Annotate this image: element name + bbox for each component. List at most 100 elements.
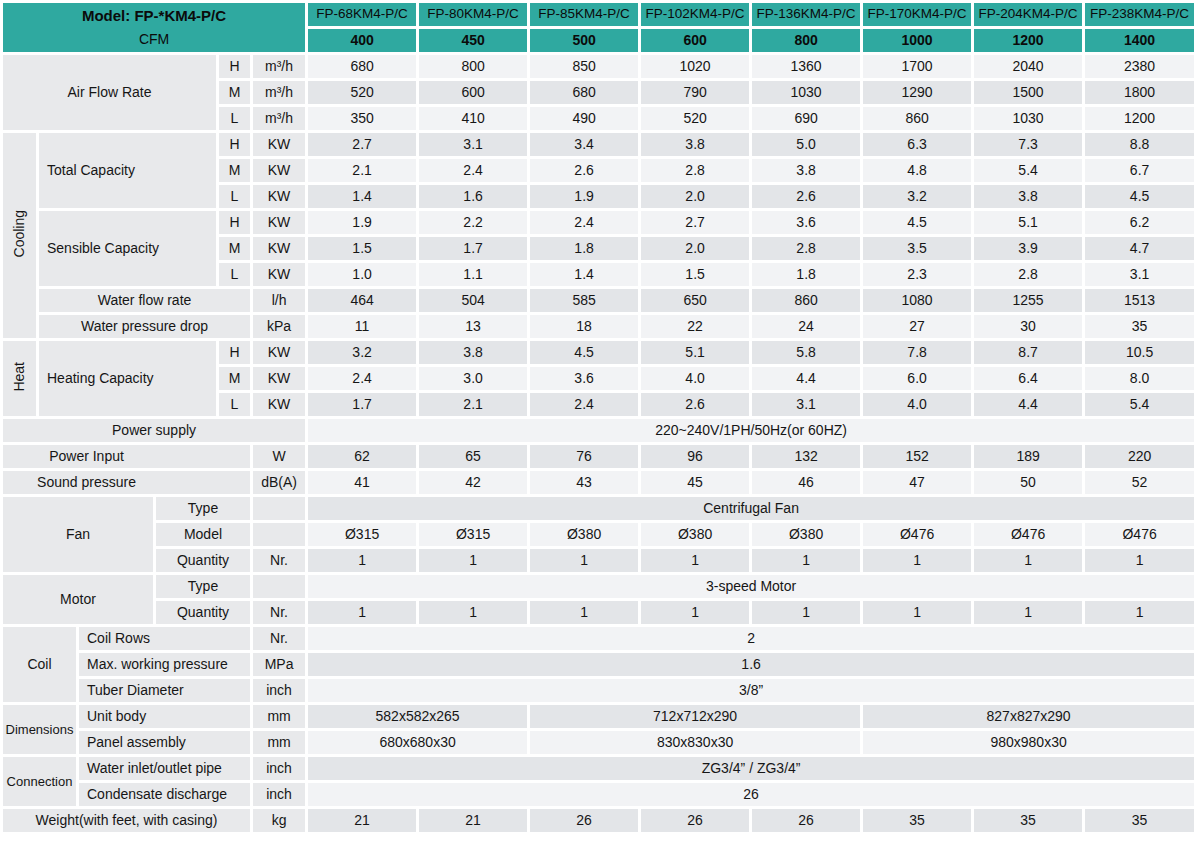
row-fan-model: Model Ø315 Ø315 Ø380 Ø380 Ø380 Ø476 Ø476… xyxy=(2,522,1196,548)
data-cell: 1.0 xyxy=(307,262,418,288)
data-cell: 4.7 xyxy=(1084,236,1196,262)
unit-cell: KW xyxy=(252,158,307,184)
data-cell: 5.4 xyxy=(973,158,1084,184)
data-cell: 850 xyxy=(529,54,640,80)
data-cell: 1500 xyxy=(973,80,1084,106)
row-label-unit-body: Unit body xyxy=(78,704,252,730)
data-cell: 1 xyxy=(1084,600,1196,626)
data-cell: 4.4 xyxy=(973,392,1084,418)
data-cell: Ø380 xyxy=(640,522,751,548)
data-cell: 2.8 xyxy=(973,262,1084,288)
data-cell: 2.7 xyxy=(307,132,418,158)
data-cell: 22 xyxy=(640,314,751,340)
row-fan-quantity: Quantity Nr. 1 1 1 1 1 1 1 1 xyxy=(2,548,1196,574)
data-cell: 1 xyxy=(307,548,418,574)
data-cell: 10.5 xyxy=(1084,340,1196,366)
data-cell: 1360 xyxy=(751,54,862,80)
data-cell: 4.8 xyxy=(862,158,973,184)
data-cell: 1030 xyxy=(973,106,1084,132)
data-cell: Ø476 xyxy=(973,522,1084,548)
unit-cell: KW xyxy=(252,366,307,392)
data-cell: 35 xyxy=(1084,808,1196,834)
data-cell: 2.4 xyxy=(529,210,640,236)
group-value-unit-body: 582x582x265 xyxy=(307,704,529,730)
data-cell: 3.9 xyxy=(973,236,1084,262)
row-unit-body: Dimensions Unit body mm 582x582x265 712x… xyxy=(2,704,1196,730)
data-cell: 1255 xyxy=(973,288,1084,314)
data-cell: 52 xyxy=(1084,470,1196,496)
unit-cell: inch xyxy=(252,782,307,808)
unit-cell: W xyxy=(252,444,307,470)
cfm-cell: 400 xyxy=(307,28,418,54)
row-label-fan-type: Type xyxy=(155,496,252,522)
data-cell: 4.5 xyxy=(529,340,640,366)
data-cell: 4.0 xyxy=(640,366,751,392)
data-cell: 4.4 xyxy=(751,366,862,392)
data-cell: 35 xyxy=(862,808,973,834)
data-cell: 96 xyxy=(640,444,751,470)
row-motor-quantity: Quantity Nr. 1 1 1 1 1 1 1 1 xyxy=(2,600,1196,626)
row-label-tuber-diameter: Tuber Diameter xyxy=(78,678,252,704)
row-label-water-pressure-drop: Water pressure drop xyxy=(38,314,252,340)
data-cell: 3.6 xyxy=(751,210,862,236)
data-cell: 2.4 xyxy=(529,392,640,418)
unit-cell: l/h xyxy=(252,288,307,314)
speed-label: M xyxy=(218,80,252,106)
row-water-flow: Water flow rate l/h 464 504 585 650 860 … xyxy=(2,288,1196,314)
data-cell: 6.7 xyxy=(1084,158,1196,184)
row-label-water-inlet-outlet: Water inlet/outlet pipe xyxy=(78,756,252,782)
section-label-coil: Coil xyxy=(2,626,78,704)
data-cell: 21 xyxy=(307,808,418,834)
data-cell: 520 xyxy=(307,80,418,106)
data-cell: 46 xyxy=(751,470,862,496)
row-label-total-capacity: Total Capacity xyxy=(38,132,218,210)
row-label-weight: Weight(with feet, with casing) xyxy=(2,808,252,834)
data-cell: 1.4 xyxy=(307,184,418,210)
data-cell: 3.8 xyxy=(640,132,751,158)
data-cell: Ø476 xyxy=(1084,522,1196,548)
model-header-cell: FP-238KM4-P/C xyxy=(1084,2,1196,28)
data-cell: 2.6 xyxy=(529,158,640,184)
data-cell: 800 xyxy=(418,54,529,80)
data-cell: 3.8 xyxy=(751,158,862,184)
data-cell: 3.1 xyxy=(751,392,862,418)
row-label-sound-pressure: Sound pressure xyxy=(2,470,252,496)
data-cell: 410 xyxy=(418,106,529,132)
row-total-capacity-h: Cooling Total Capacity H KW 2.7 3.1 3.4 … xyxy=(2,132,1196,158)
data-cell: 13 xyxy=(418,314,529,340)
unit-cell: KW xyxy=(252,262,307,288)
data-cell: 504 xyxy=(418,288,529,314)
unit-cell: inch xyxy=(252,678,307,704)
group-value-panel-assembly: 680x680x30 xyxy=(307,730,529,756)
data-cell: 5.8 xyxy=(751,340,862,366)
unit-cell: dB(A) xyxy=(252,470,307,496)
model-title: Model: FP-*KM4-P/C xyxy=(3,4,305,28)
data-cell: 35 xyxy=(973,808,1084,834)
speed-label: L xyxy=(218,184,252,210)
row-sound-pressure: Sound pressure dB(A) 41 42 43 45 46 47 5… xyxy=(2,470,1196,496)
model-title-cell: Model: FP-*KM4-P/C CFM xyxy=(2,2,307,54)
data-cell: 1 xyxy=(307,600,418,626)
row-sensible-capacity-h: Sensible Capacity H KW 1.9 2.2 2.4 2.7 3… xyxy=(2,210,1196,236)
unit-cell-empty xyxy=(252,522,307,548)
row-label-max-working-pressure: Max. working pressure xyxy=(78,652,252,678)
section-label-motor: Motor xyxy=(2,574,155,626)
data-cell: 41 xyxy=(307,470,418,496)
data-cell: Ø476 xyxy=(862,522,973,548)
heat-label-text: Heat xyxy=(12,362,27,392)
row-coil-rows: Coil Coil Rows Nr. 2 xyxy=(2,626,1196,652)
unit-cell: m³/h xyxy=(252,54,307,80)
data-cell: 1513 xyxy=(1084,288,1196,314)
data-cell: 680 xyxy=(307,54,418,80)
cfm-cell: 1200 xyxy=(973,28,1084,54)
speed-label: M xyxy=(218,236,252,262)
data-cell: 2.8 xyxy=(751,236,862,262)
data-cell: 1.6 xyxy=(418,184,529,210)
speed-label: H xyxy=(218,340,252,366)
section-label-cooling: Cooling xyxy=(2,132,38,340)
data-cell: 680 xyxy=(529,80,640,106)
data-cell: 8.0 xyxy=(1084,366,1196,392)
data-cell: 1 xyxy=(1084,548,1196,574)
unit-cell: kPa xyxy=(252,314,307,340)
data-cell: 24 xyxy=(751,314,862,340)
